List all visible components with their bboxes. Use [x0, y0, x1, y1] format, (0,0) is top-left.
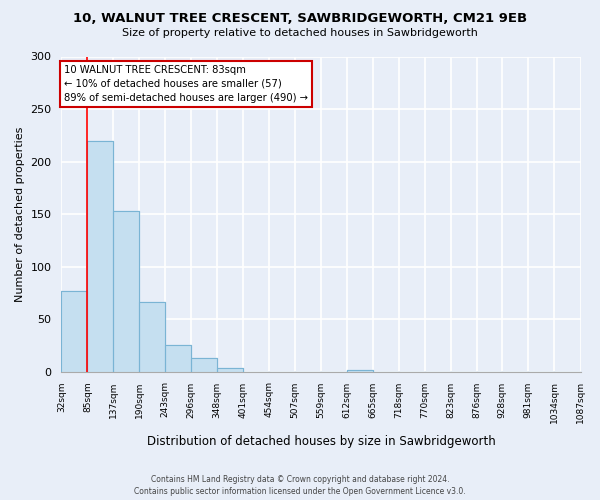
X-axis label: Distribution of detached houses by size in Sawbridgeworth: Distribution of detached houses by size …: [146, 434, 496, 448]
Text: Size of property relative to detached houses in Sawbridgeworth: Size of property relative to detached ho…: [122, 28, 478, 38]
Text: 10, WALNUT TREE CRESCENT, SAWBRIDGEWORTH, CM21 9EB: 10, WALNUT TREE CRESCENT, SAWBRIDGEWORTH…: [73, 12, 527, 26]
Text: 10 WALNUT TREE CRESCENT: 83sqm
← 10% of detached houses are smaller (57)
89% of : 10 WALNUT TREE CRESCENT: 83sqm ← 10% of …: [64, 65, 308, 103]
Y-axis label: Number of detached properties: Number of detached properties: [15, 126, 25, 302]
Text: Contains HM Land Registry data © Crown copyright and database right 2024.
Contai: Contains HM Land Registry data © Crown c…: [134, 474, 466, 496]
